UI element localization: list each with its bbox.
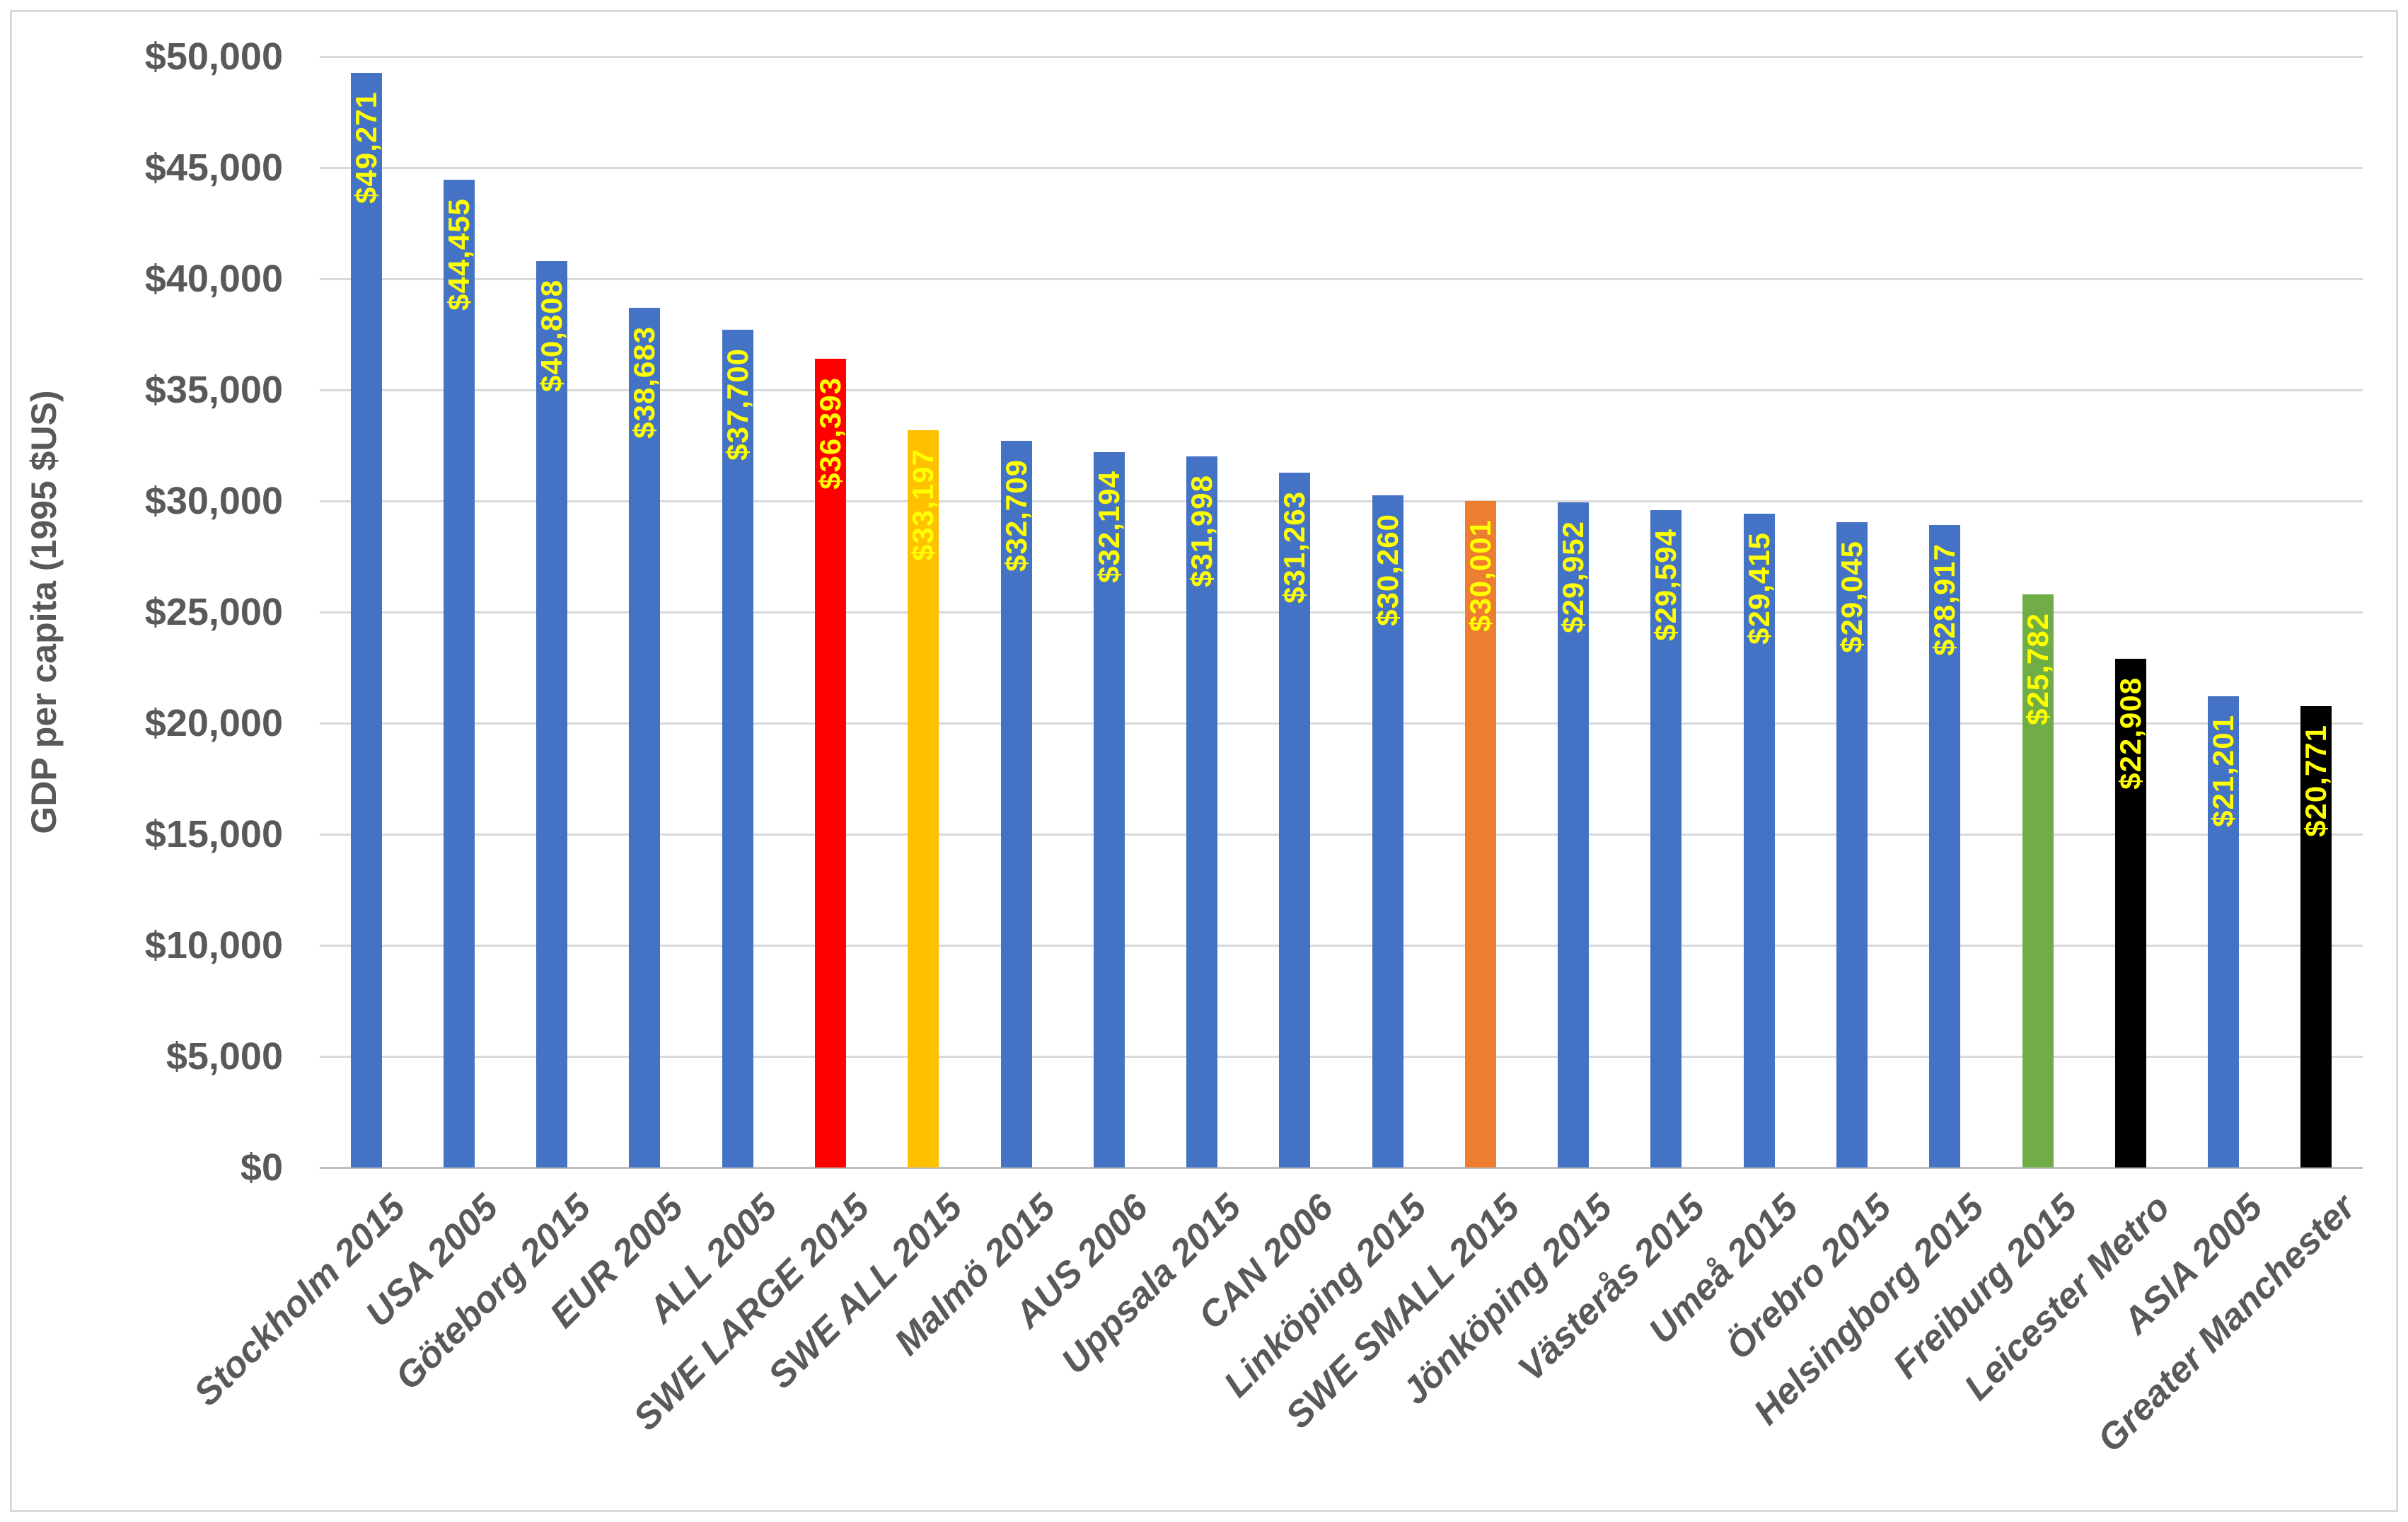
y-tick-label-40-000: $40,000 — [144, 258, 283, 300]
bar-j-nk-ping-2015: $29,952 — [1556, 502, 1590, 1168]
bar-value-label-j-nk-ping-2015: $29,952 — [1556, 521, 1590, 633]
bar-stockholm-2015: $49,271 — [349, 73, 383, 1168]
y-tick-label-5-000: $5,000 — [166, 1035, 283, 1078]
gridline — [320, 945, 2363, 947]
bar-value-label-usa-2005: $44,455 — [442, 198, 475, 311]
bar-eur-2005: $38,683 — [627, 308, 661, 1168]
bar-value-label-ume-2015: $29,415 — [1742, 532, 1776, 645]
bar-asia-2005: $21,201 — [2206, 696, 2240, 1168]
bar-malm-2015: $32,709 — [1000, 441, 1033, 1168]
gridline — [320, 56, 2363, 58]
gridline — [320, 389, 2363, 391]
bar-uppsala-2015: $31,998 — [1185, 456, 1218, 1168]
bar-value-label-malm-2015: $32,709 — [1000, 459, 1033, 572]
bar-value-label-leicester-metro: $22,908 — [2114, 677, 2147, 790]
y-tick-label-35-000: $35,000 — [144, 369, 283, 411]
bar-value-label-rebro-2015: $29,045 — [1835, 541, 1868, 653]
bar-freiburg-2015: $25,782 — [2021, 594, 2054, 1168]
bar-value-label-aus-2006: $32,194 — [1092, 471, 1125, 583]
bar-value-label-stockholm-2015: $49,271 — [349, 91, 383, 204]
gridline — [320, 1056, 2363, 1058]
y-tick-label-50-000: $50,000 — [144, 35, 283, 78]
y-tick-label-15-000: $15,000 — [144, 813, 283, 855]
bar-value-label-eur-2005: $38,683 — [627, 326, 661, 439]
bar-value-label-greater-manchester: $20,771 — [2299, 725, 2332, 837]
bar-value-label-uppsala-2015: $31,998 — [1185, 475, 1218, 587]
bar-swe-all-2015: $33,197 — [906, 430, 939, 1168]
bar-leicester-metro: $22,908 — [2114, 659, 2147, 1168]
bar-value-label-link-ping-2015: $30,260 — [1371, 514, 1404, 626]
bar-rebro-2015: $29,045 — [1835, 522, 1868, 1168]
y-tick-label-45-000: $45,000 — [144, 146, 283, 189]
bar-helsingborg-2015: $28,917 — [1928, 525, 1961, 1168]
bar-value-label-swe-large-2015: $36,393 — [814, 377, 847, 490]
y-tick-label-30-000: $30,000 — [144, 480, 283, 522]
gridline — [320, 834, 2363, 836]
bar-value-label-g-teborg-2015: $40,808 — [535, 279, 568, 392]
bar-aus-2006: $32,194 — [1092, 452, 1125, 1168]
bar-value-label-swe-small-2015: $30,001 — [1464, 519, 1497, 632]
gridline — [320, 278, 2363, 280]
bar-g-teborg-2015: $40,808 — [535, 261, 568, 1168]
bar-can-2006: $31,263 — [1278, 473, 1311, 1168]
bar-link-ping-2015: $30,260 — [1371, 495, 1404, 1168]
bar-value-label-all-2005: $37,700 — [721, 348, 754, 461]
bar-swe-large-2015: $36,393 — [814, 359, 847, 1168]
bar-all-2005: $37,700 — [721, 330, 754, 1168]
bar-swe-small-2015: $30,001 — [1464, 501, 1497, 1168]
bar-value-label-swe-all-2015: $33,197 — [906, 449, 939, 561]
bar-usa-2005: $44,455 — [442, 180, 475, 1168]
bar-greater-manchester: $20,771 — [2299, 706, 2332, 1168]
bar-value-label-helsingborg-2015: $28,917 — [1928, 543, 1961, 656]
gridline — [320, 722, 2363, 725]
y-tick-label-10-000: $10,000 — [144, 924, 283, 967]
y-tick-label-20-000: $20,000 — [144, 702, 283, 744]
gridline — [320, 500, 2363, 502]
gridline — [320, 167, 2363, 169]
y-tick-label-25-000: $25,000 — [144, 591, 283, 633]
gridline — [320, 611, 2363, 613]
y-tick-label-0: $0 — [240, 1146, 283, 1189]
bar-value-label-can-2006: $31,263 — [1278, 491, 1311, 604]
bar-ume-2015: $29,415 — [1742, 514, 1776, 1168]
x-axis-line — [320, 1167, 2363, 1169]
bar-value-label-v-ster-s-2015: $29,594 — [1649, 529, 1682, 641]
bar-v-ster-s-2015: $29,594 — [1649, 510, 1682, 1168]
bar-value-label-asia-2005: $21,201 — [2206, 715, 2240, 827]
bar-value-label-freiburg-2015: $25,782 — [2021, 613, 2054, 725]
